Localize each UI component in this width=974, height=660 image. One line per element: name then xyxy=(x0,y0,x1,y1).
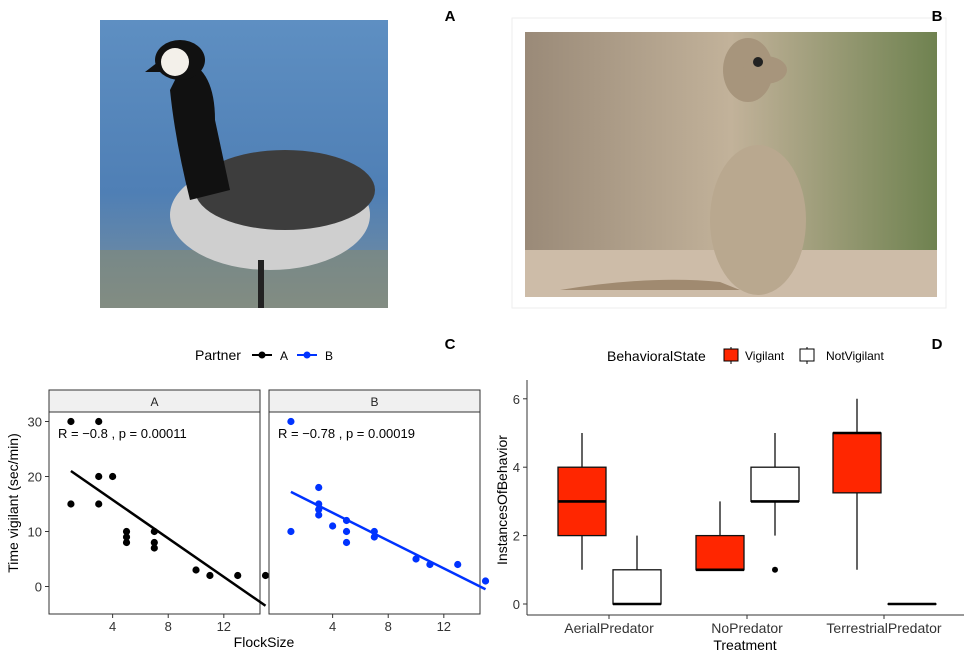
y-tick-label: 0 xyxy=(35,580,42,595)
y-tick-label: 20 xyxy=(28,470,42,485)
data-point xyxy=(481,577,490,585)
legend-label-vigilant: Vigilant xyxy=(745,349,785,363)
data-point xyxy=(109,472,117,481)
meerkat-photo xyxy=(511,17,947,309)
box-chart-d: 0 2 4 6 AerialPredator NoPredator TerrestrialP… xyxy=(513,380,964,636)
legend-title: BehavioralState xyxy=(607,348,706,364)
legend-key-notvigilant xyxy=(799,348,815,362)
barnacle-goose-photo xyxy=(100,20,388,308)
x-tick-label: TerrestrialPredator xyxy=(826,620,941,636)
data-point xyxy=(95,472,103,481)
facet-strip-label: A xyxy=(150,395,158,409)
data-point xyxy=(122,527,131,536)
panel-label-c: C xyxy=(445,336,456,353)
legend-key-vigilant xyxy=(723,348,739,362)
correlation-annotation: R = −0.78 , p = 0.00019 xyxy=(278,426,415,441)
x-tick-label: 8 xyxy=(165,619,172,634)
data-point xyxy=(206,571,214,580)
data-point xyxy=(67,500,75,508)
r-value: R = −0.8 , xyxy=(58,426,119,441)
legend-dot-b xyxy=(303,351,311,359)
y-axis-label-c: Time vigilant (sec/min) xyxy=(5,433,21,573)
data-point xyxy=(315,483,323,492)
y-tick-label: 30 xyxy=(28,415,42,430)
scatter-chart-c: A R = −0.8 , p = 0.00011 4 8 12 B R = −0.78 , … xyxy=(28,389,490,634)
x-tick-label: 4 xyxy=(109,619,116,634)
data-point xyxy=(192,566,200,574)
legend-label-notvigilant: NotVigilant xyxy=(826,349,884,363)
y-tick-label: 6 xyxy=(513,392,520,407)
p-value: p = 0.00011 xyxy=(119,426,187,441)
data-point xyxy=(315,511,323,519)
panel-border xyxy=(268,411,481,615)
y-tick-label: 0 xyxy=(513,597,520,612)
regression-line xyxy=(70,469,267,607)
data-point xyxy=(342,527,351,536)
data-point xyxy=(342,516,351,525)
x-axis-label-d: Treatment xyxy=(713,637,776,653)
legend-label-b: B xyxy=(325,349,333,363)
data-point xyxy=(329,522,337,530)
data-point xyxy=(287,527,295,536)
data-point xyxy=(150,544,158,552)
y-tick-label: 4 xyxy=(513,460,520,475)
data-point xyxy=(315,500,323,508)
data-point xyxy=(150,527,158,536)
data-point xyxy=(287,417,295,426)
legend-title: Partner xyxy=(195,347,241,363)
data-point xyxy=(122,538,131,547)
data-point xyxy=(95,417,103,426)
box-notvigilant xyxy=(750,466,800,503)
y-axis-label-d: InstancesOfBehavior xyxy=(494,435,510,565)
panel-label-d: D xyxy=(932,336,943,353)
x-tick-label: NoPredator xyxy=(711,620,783,636)
legend-label-a: A xyxy=(280,349,288,363)
data-point xyxy=(342,538,351,547)
data-point xyxy=(426,560,434,569)
data-point xyxy=(454,560,462,569)
y-tick-label: 2 xyxy=(513,529,520,544)
x-tick-label: 12 xyxy=(437,619,451,634)
x-tick-label: 8 xyxy=(385,619,392,634)
x-tick-label: 12 xyxy=(217,619,231,634)
legend-dot-a xyxy=(258,351,266,359)
x-tick-label: AerialPredator xyxy=(564,620,654,636)
data-point xyxy=(150,538,158,547)
p-value: p = 0.00019 xyxy=(346,426,415,441)
y-tick-label: 10 xyxy=(28,525,42,540)
data-point xyxy=(95,500,103,508)
data-point xyxy=(370,533,378,541)
legend-partner: Partner A B xyxy=(195,347,333,363)
r-value: R = −0.78 , xyxy=(278,426,346,441)
data-point xyxy=(67,417,75,426)
panel-border xyxy=(48,411,261,615)
facet-strip-label: B xyxy=(370,395,378,409)
data-point xyxy=(261,571,270,580)
data-point xyxy=(412,555,420,563)
outlier-point xyxy=(772,566,778,573)
correlation-annotation: R = −0.8 , p = 0.00011 xyxy=(58,426,187,441)
panel-label-b: B xyxy=(932,8,943,25)
legend-behavioral-state: BehavioralState Vigilant NotVigilant xyxy=(607,347,884,364)
box-vigilant xyxy=(695,534,745,571)
data-point xyxy=(370,527,378,536)
regression-line xyxy=(290,490,487,591)
x-tick-label: 4 xyxy=(329,619,336,634)
x-axis-label-c: FlockSize xyxy=(234,634,295,650)
data-point xyxy=(315,505,323,514)
panel-label-a: A xyxy=(445,8,456,25)
box-vigilant xyxy=(832,432,882,494)
data-point xyxy=(122,533,131,541)
data-point xyxy=(234,571,242,580)
box-notvigilant xyxy=(612,569,662,605)
